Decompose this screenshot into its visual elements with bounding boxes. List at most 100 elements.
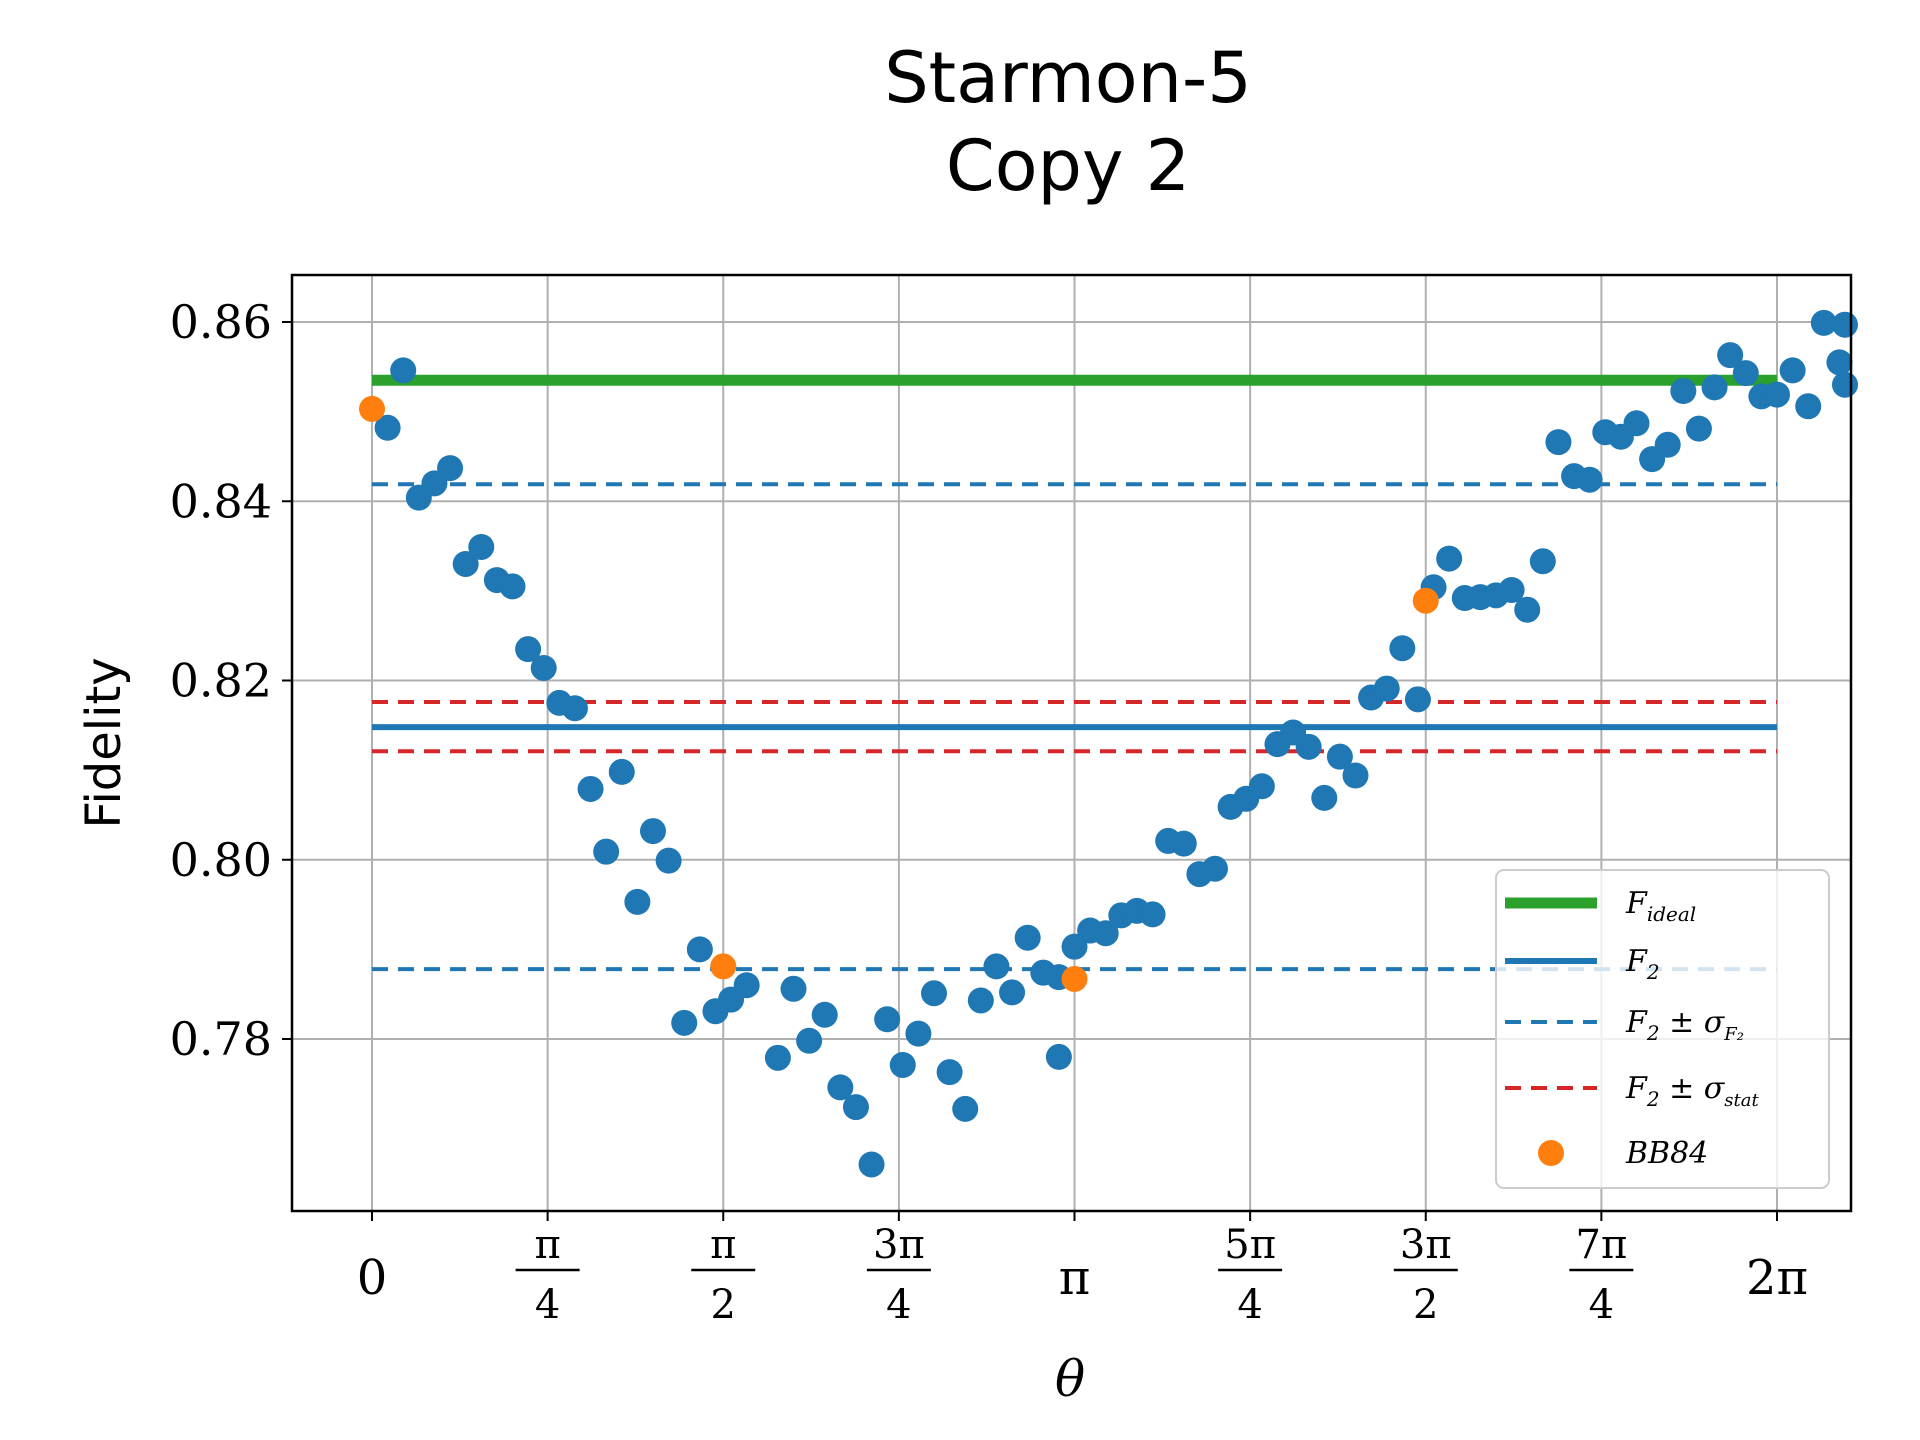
y-tick-label: 0.78 (170, 1012, 272, 1066)
fidelity-point (967, 987, 994, 1014)
fidelity-point (1732, 360, 1759, 387)
fidelity-point (1342, 762, 1369, 789)
fidelity-point (780, 975, 807, 1002)
x-tick-denominator: 4 (535, 1282, 560, 1328)
x-tick-denominator: 4 (1237, 1282, 1262, 1328)
chart-title: Starmon-5 (884, 37, 1252, 119)
bb84-point (359, 395, 385, 422)
x-tick-numerator: 7π (1576, 1222, 1628, 1268)
plot-frame (290, 273, 1853, 1213)
fidelity-point (515, 636, 542, 663)
fidelity-point (437, 455, 464, 482)
fidelity-point (1248, 773, 1275, 800)
fidelity-point (858, 1151, 885, 1178)
y-axis-label: Fidelity (76, 657, 132, 828)
fidelity-point (1826, 349, 1853, 376)
fidelity-point (1404, 686, 1431, 713)
fidelity-point (1498, 576, 1525, 603)
fidelity-point (999, 979, 1026, 1006)
y-tick-label: 0.80 (170, 833, 272, 887)
x-tick-numerator: 3π (1400, 1222, 1452, 1268)
x-tick-denominator: 2 (1413, 1282, 1438, 1328)
fidelity-point (608, 758, 635, 785)
legend: Fideal F2 F2 ± σF₂ F2 ± σstat BB84 (1495, 869, 1830, 1189)
fidelity-point (1014, 924, 1041, 951)
x-tick-numerator: 3π (873, 1222, 925, 1268)
bb84-point (1061, 965, 1088, 992)
legend-label: Fideal (1625, 886, 1696, 926)
x-axis-label: θ (1055, 1350, 1085, 1408)
fidelity-point (1764, 381, 1791, 408)
fidelity-point (1092, 920, 1119, 947)
fidelity-point (1326, 743, 1353, 770)
fidelity-point (936, 1059, 963, 1086)
fidelity-point (889, 1051, 916, 1078)
fidelity-point (905, 1020, 932, 1047)
legend-box (1495, 869, 1830, 1189)
fidelity-point (1701, 374, 1728, 401)
fidelity-point (921, 980, 948, 1007)
fidelity-point (811, 1001, 838, 1028)
fidelity-point (374, 414, 401, 441)
fidelity-point (1529, 548, 1556, 575)
x-axis-ticks: 0 π 4 π 2 3π 4 π 5π 4 3π 2 7π 4 2π (357, 1211, 1808, 1328)
y-tick-label: 0.84 (170, 474, 272, 528)
fidelity-point (1795, 393, 1822, 420)
fidelity-point (1685, 415, 1712, 442)
x-tick-denominator: 4 (1589, 1282, 1614, 1328)
fidelity-point (390, 357, 417, 384)
fidelity-point (1139, 901, 1166, 928)
fidelity-point (1654, 431, 1681, 458)
fidelity-point (1373, 675, 1400, 702)
fidelity-point (1045, 1043, 1072, 1070)
fidelity-point (1170, 830, 1197, 857)
fidelity-point (827, 1074, 854, 1101)
bb84-point (1412, 587, 1439, 614)
fidelity-point (671, 1009, 698, 1036)
fidelity-point (499, 573, 526, 600)
y-tick-label: 0.86 (170, 295, 272, 349)
fidelity-point (1779, 357, 1806, 384)
x-tick-numerator: π (534, 1222, 560, 1268)
fidelity-point (1810, 309, 1837, 336)
fidelity-point (1576, 466, 1603, 493)
x-tick-numerator: 5π (1224, 1222, 1276, 1268)
fidelity-point (952, 1095, 979, 1122)
fidelity-point (1623, 410, 1650, 437)
fidelity-point (1832, 371, 1858, 398)
fidelity-point (1061, 933, 1088, 960)
fidelity-point (624, 888, 651, 915)
x-tick-label: 0 (357, 1250, 388, 1306)
fidelity-point (593, 838, 620, 865)
fidelity-point (530, 654, 557, 681)
fidelity-point (1295, 733, 1322, 760)
fidelity-point (1311, 784, 1338, 811)
legend-swatch (1538, 1140, 1564, 1166)
fidelity-point (1201, 855, 1228, 882)
fidelity-point (452, 550, 479, 577)
data-points (359, 309, 1858, 1178)
fidelity-point (733, 972, 760, 999)
fidelity-point (639, 818, 666, 845)
legend-label: F2 ± σF₂ (1625, 1005, 1744, 1045)
fidelity-point (561, 695, 588, 722)
bb84-point (710, 953, 737, 980)
x-tick-denominator: 4 (886, 1282, 911, 1328)
fidelity-point (764, 1044, 791, 1071)
x-tick-label: 2π (1746, 1250, 1808, 1306)
x-tick-label: π (1059, 1250, 1091, 1306)
fidelity-point (1436, 545, 1463, 572)
fidelity-point (796, 1027, 823, 1054)
fidelity-point (655, 847, 682, 874)
legend-label: F2 (1625, 944, 1660, 984)
fidelity-point (1545, 429, 1572, 456)
legend-label: BB84 (1625, 1136, 1708, 1171)
fidelity-point (983, 953, 1010, 980)
y-tick-label: 0.82 (170, 654, 272, 708)
fidelity-point (1389, 635, 1416, 662)
fidelity-point (874, 1006, 901, 1033)
x-tick-numerator: π (710, 1222, 736, 1268)
